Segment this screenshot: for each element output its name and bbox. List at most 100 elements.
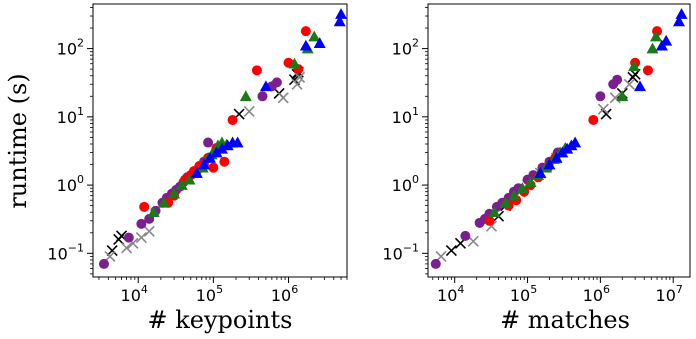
data-point bbox=[157, 196, 170, 208]
y-tick-label-exponent: 1 bbox=[412, 105, 419, 118]
data-point bbox=[227, 114, 238, 125]
data-point bbox=[569, 136, 582, 148]
data-point bbox=[106, 244, 118, 257]
y-tick-label-exponent: 2 bbox=[77, 37, 84, 50]
data-point bbox=[609, 92, 621, 104]
data-point bbox=[430, 258, 441, 269]
data-point bbox=[646, 42, 659, 54]
y-tick-label: 100 bbox=[57, 173, 84, 195]
data-point bbox=[335, 8, 348, 19]
y-tick-label-exponent: 1 bbox=[77, 105, 84, 118]
y-tick-label: 100 bbox=[392, 173, 419, 195]
y-tick-label-base: 10 bbox=[392, 108, 412, 127]
data-point bbox=[288, 57, 301, 69]
data-point bbox=[299, 39, 312, 51]
x-tick-label: 106 bbox=[583, 283, 610, 305]
data-point bbox=[259, 80, 272, 92]
x-tick-label-base: 10 bbox=[196, 286, 216, 305]
data-point bbox=[277, 92, 289, 104]
data-point bbox=[612, 74, 623, 85]
y-tick-label-exponent: −1 bbox=[68, 241, 84, 254]
data-point bbox=[628, 60, 641, 72]
plot-frame bbox=[92, 3, 348, 278]
y-tick-label: 101 bbox=[57, 105, 84, 127]
data-point bbox=[524, 176, 537, 188]
y-tick-label-exponent: −1 bbox=[403, 241, 419, 254]
data-point bbox=[623, 78, 635, 90]
data-point bbox=[121, 242, 133, 254]
data-point bbox=[221, 139, 234, 151]
x-tick-label-exponent: 6 bbox=[291, 283, 298, 296]
data-point bbox=[333, 15, 346, 27]
x-tick-label-base: 10 bbox=[583, 286, 603, 305]
data-point bbox=[203, 137, 214, 148]
data-point bbox=[460, 230, 471, 241]
data-point bbox=[203, 151, 216, 163]
x-tick-label-exponent: 7 bbox=[676, 283, 683, 296]
x-tick-label-base: 10 bbox=[437, 286, 457, 305]
data-point bbox=[534, 167, 547, 178]
data-point bbox=[507, 189, 520, 201]
x-tick-label: 104 bbox=[121, 283, 148, 305]
data-point bbox=[251, 65, 262, 76]
data-point bbox=[183, 173, 196, 185]
x-tick-label-base: 10 bbox=[271, 286, 291, 305]
y-axis-label: runtime (s) bbox=[4, 73, 32, 208]
data-point bbox=[313, 37, 326, 48]
data-point bbox=[208, 162, 219, 173]
data-point bbox=[175, 179, 188, 190]
data-point bbox=[231, 136, 244, 148]
data-point bbox=[543, 158, 556, 170]
x-tick-label-exponent: 5 bbox=[530, 283, 537, 296]
y-tick-label-base: 10 bbox=[57, 108, 77, 127]
data-point bbox=[168, 187, 181, 199]
x-tick-label-base: 10 bbox=[510, 286, 530, 305]
data-point bbox=[139, 201, 150, 212]
y-tick-label-exponent: 0 bbox=[412, 173, 419, 186]
data-point bbox=[210, 146, 223, 158]
data-point bbox=[672, 15, 685, 27]
x-tick-label: 106 bbox=[271, 283, 298, 305]
data-point bbox=[467, 235, 479, 247]
data-point bbox=[660, 34, 673, 46]
data-point bbox=[634, 80, 647, 92]
data-point bbox=[649, 30, 662, 42]
data-point bbox=[215, 142, 228, 154]
data-point bbox=[300, 26, 311, 37]
x-axis-label: # keypoints bbox=[148, 306, 293, 334]
data-point bbox=[123, 232, 134, 243]
data-point bbox=[499, 196, 512, 208]
data-point bbox=[675, 8, 688, 19]
data-point bbox=[257, 91, 268, 102]
data-point bbox=[550, 151, 563, 163]
data-point bbox=[516, 182, 529, 194]
data-point bbox=[147, 206, 160, 218]
data-point bbox=[616, 90, 629, 102]
y-tick-label-base: 10 bbox=[392, 40, 412, 59]
data-point bbox=[642, 65, 653, 76]
data-point bbox=[597, 103, 609, 115]
data-point bbox=[135, 232, 147, 244]
y-tick-label: 10−1 bbox=[47, 241, 84, 263]
data-point bbox=[291, 78, 303, 90]
data-point bbox=[190, 167, 203, 178]
data-point bbox=[136, 218, 147, 229]
x-tick-label: 104 bbox=[437, 283, 464, 305]
data-point bbox=[588, 114, 599, 125]
data-point bbox=[219, 156, 230, 167]
data-point bbox=[243, 105, 255, 117]
y-tick-label-exponent: 0 bbox=[77, 173, 84, 186]
data-point bbox=[143, 225, 155, 237]
data-point bbox=[445, 244, 457, 257]
data-point bbox=[98, 258, 109, 269]
x-tick-label: 105 bbox=[510, 283, 537, 305]
x-tick-label-exponent: 5 bbox=[216, 283, 223, 296]
plot-frame bbox=[427, 3, 691, 278]
x-axis-label: # matches bbox=[500, 306, 630, 334]
data-point bbox=[293, 71, 306, 83]
x-tick-label-exponent: 4 bbox=[457, 283, 464, 296]
x-tick-label-exponent: 6 bbox=[603, 283, 610, 296]
x-tick-label-base: 10 bbox=[656, 286, 676, 305]
y-tick-label-base: 10 bbox=[57, 176, 77, 195]
